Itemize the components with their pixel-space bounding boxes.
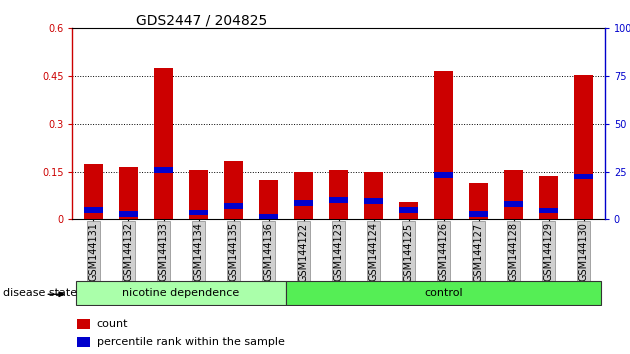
Bar <box>224 203 243 209</box>
Text: GSM144122: GSM144122 <box>299 222 309 281</box>
Bar <box>84 207 103 213</box>
Bar <box>77 337 90 347</box>
Bar <box>154 68 173 219</box>
Bar <box>504 201 524 207</box>
Bar <box>539 176 558 219</box>
Bar <box>84 164 103 219</box>
Text: GSM144127: GSM144127 <box>474 222 484 281</box>
Bar <box>329 170 348 219</box>
Text: GSM144129: GSM144129 <box>544 222 554 281</box>
Bar <box>399 202 418 219</box>
Bar <box>469 183 488 219</box>
Text: GSM144125: GSM144125 <box>404 222 414 281</box>
Bar <box>329 198 348 203</box>
Text: GSM144128: GSM144128 <box>509 222 518 281</box>
Bar <box>469 211 488 217</box>
Text: control: control <box>425 288 463 298</box>
Bar <box>539 208 558 213</box>
Bar <box>574 173 593 179</box>
Text: percentile rank within the sample: percentile rank within the sample <box>97 337 285 347</box>
Text: nicotine dependence: nicotine dependence <box>122 288 239 298</box>
Bar <box>259 179 278 219</box>
Bar <box>434 172 454 178</box>
Text: GDS2447 / 204825: GDS2447 / 204825 <box>136 13 268 27</box>
Text: GSM144136: GSM144136 <box>263 222 273 281</box>
Bar <box>294 200 313 206</box>
Bar <box>399 207 418 213</box>
Bar <box>364 198 383 204</box>
Text: GSM144135: GSM144135 <box>229 222 239 281</box>
Bar <box>119 167 138 219</box>
Bar <box>77 319 90 329</box>
Text: GSM144124: GSM144124 <box>369 222 379 281</box>
Text: GSM144134: GSM144134 <box>193 222 203 281</box>
Text: disease state: disease state <box>3 288 77 298</box>
Text: GSM144126: GSM144126 <box>438 222 449 281</box>
Text: GSM144133: GSM144133 <box>159 222 168 281</box>
Text: GSM144130: GSM144130 <box>579 222 589 281</box>
Bar <box>574 74 593 219</box>
Bar <box>76 281 286 305</box>
Text: GSM144123: GSM144123 <box>334 222 343 281</box>
Bar <box>189 210 208 215</box>
Bar <box>259 214 278 219</box>
Bar <box>286 281 601 305</box>
Bar <box>154 167 173 173</box>
Bar <box>189 170 208 219</box>
Bar <box>224 161 243 219</box>
Bar <box>294 172 313 219</box>
Bar <box>364 172 383 219</box>
Text: count: count <box>97 319 129 329</box>
Bar <box>119 211 138 217</box>
Bar <box>504 170 524 219</box>
Bar <box>434 71 454 219</box>
Text: GSM144132: GSM144132 <box>123 222 134 281</box>
Text: GSM144131: GSM144131 <box>88 222 98 281</box>
